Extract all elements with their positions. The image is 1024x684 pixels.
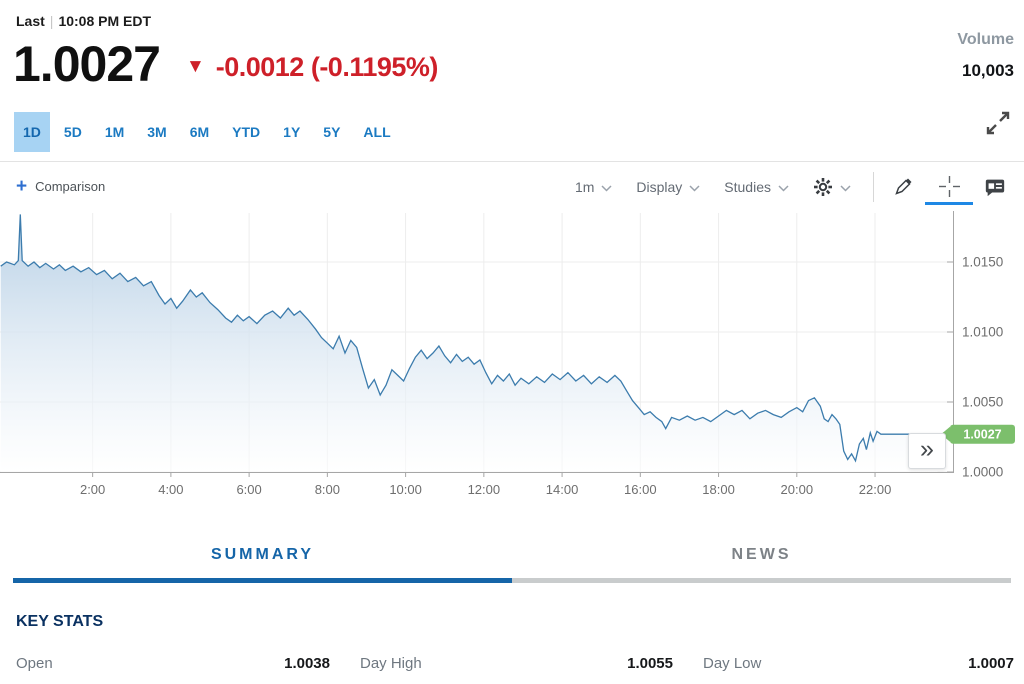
- last-label: Last: [16, 13, 45, 29]
- svg-text:2:00: 2:00: [80, 482, 105, 497]
- svg-text:6:00: 6:00: [236, 482, 261, 497]
- range-tab-all[interactable]: ALL: [363, 124, 391, 140]
- stat-label: Open: [16, 655, 53, 672]
- chart-border: [0, 161, 1024, 162]
- settings-dropdown[interactable]: [813, 177, 851, 197]
- chevron-down-icon: [840, 184, 851, 192]
- range-tab-1m[interactable]: 1M: [104, 124, 125, 140]
- svg-text:20:00: 20:00: [781, 482, 814, 497]
- chevron-down-icon: [601, 184, 612, 192]
- studies-dropdown[interactable]: Studies: [724, 179, 789, 195]
- range-tab-5d[interactable]: 5D: [63, 124, 82, 140]
- chevron-down-icon: [689, 184, 700, 192]
- divider: |: [49, 13, 54, 29]
- interval-dropdown[interactable]: 1m: [575, 179, 612, 195]
- chevron-down-icon: [778, 184, 789, 192]
- range-tab-5y[interactable]: 5Y: [323, 124, 341, 140]
- pencil-icon[interactable]: [892, 176, 914, 198]
- key-stats-title: KEY STATS: [16, 613, 104, 630]
- key-stats-row: Open 1.0038 Day High 1.0055 Day Low 1.0007: [16, 655, 1014, 672]
- stat-value: 1.0055: [627, 655, 673, 672]
- section-tabs: SUMMARY NEWS: [13, 540, 1011, 583]
- stat-cell: Day Low 1.0007: [703, 655, 1014, 672]
- range-tab-1d[interactable]: 1D: [14, 112, 50, 152]
- svg-text:16:00: 16:00: [624, 482, 657, 497]
- gear-icon: [814, 177, 832, 196]
- svg-text:12:00: 12:00: [468, 482, 501, 497]
- range-tab-3m[interactable]: 3M: [147, 124, 167, 140]
- range-tab-6m[interactable]: 6M: [189, 124, 210, 140]
- stat-value: 1.0038: [284, 655, 330, 672]
- stat-label: Day Low: [703, 655, 762, 672]
- last-price: 1.0027: [13, 36, 161, 92]
- price-change: -0.0012 (-0.1195%): [215, 51, 439, 82]
- toolbar-divider: [873, 171, 874, 202]
- svg-text:18:00: 18:00: [702, 482, 735, 497]
- svg-text:14:00: 14:00: [546, 482, 579, 497]
- volume-value: 10,003: [962, 61, 1014, 80]
- display-dropdown[interactable]: Display: [636, 179, 700, 195]
- down-arrow-icon: ▼: [185, 56, 205, 78]
- svg-text:8:00: 8:00: [315, 482, 340, 497]
- svg-text:1.0150: 1.0150: [962, 255, 1003, 270]
- svg-text:1.0000: 1.0000: [962, 465, 1003, 480]
- price-chart[interactable]: 2:00 4:00 6:00 8:00 10:00 12:00 14:00 16:00 18:0…: [0, 211, 1024, 511]
- price-row: 1.0027 ▼ -0.0012 (-0.1195%): [13, 38, 438, 91]
- svg-text:1.0027: 1.0027: [963, 428, 1001, 442]
- timestamp: 10:08 PM EDT: [58, 13, 152, 29]
- crosshair-icon[interactable]: [938, 176, 960, 198]
- plus-icon: +: [16, 176, 28, 197]
- expand-icon[interactable]: [985, 110, 1011, 136]
- add-comparison-button[interactable]: + Comparison: [16, 176, 106, 197]
- stat-cell: Day High 1.0055: [360, 655, 673, 672]
- last-price-tag: 1.0027: [941, 424, 1015, 444]
- svg-text:1.0100: 1.0100: [962, 325, 1003, 340]
- scroll-forward-button[interactable]: »: [908, 433, 946, 469]
- stat-cell: Open 1.0038: [16, 655, 330, 672]
- stat-value: 1.0007: [968, 655, 1014, 672]
- svg-text:1.0050: 1.0050: [962, 395, 1003, 410]
- news-icon[interactable]: [984, 176, 1006, 198]
- tab-news[interactable]: NEWS: [512, 540, 1011, 583]
- chart-toolbar: + Comparison 1m Display Studies: [0, 162, 1024, 211]
- price-change-group: ▼ -0.0012 (-0.1195%): [186, 52, 438, 83]
- range-tabs: 1D 5D 1M 3M 6M YTD 1Y 5Y ALL: [14, 112, 400, 152]
- volume-box: Volume 10,003: [957, 31, 1014, 81]
- range-tab-ytd[interactable]: YTD: [232, 124, 261, 140]
- last-price-timestamp: Last | 10:08 PM EDT: [16, 13, 151, 29]
- volume-label: Volume: [957, 31, 1014, 48]
- svg-text:22:00: 22:00: [859, 482, 892, 497]
- svg-text:10:00: 10:00: [389, 482, 422, 497]
- svg-text:4:00: 4:00: [158, 482, 183, 497]
- range-tab-1y[interactable]: 1Y: [283, 124, 301, 140]
- stat-label: Day High: [360, 655, 422, 672]
- tab-summary[interactable]: SUMMARY: [13, 540, 512, 583]
